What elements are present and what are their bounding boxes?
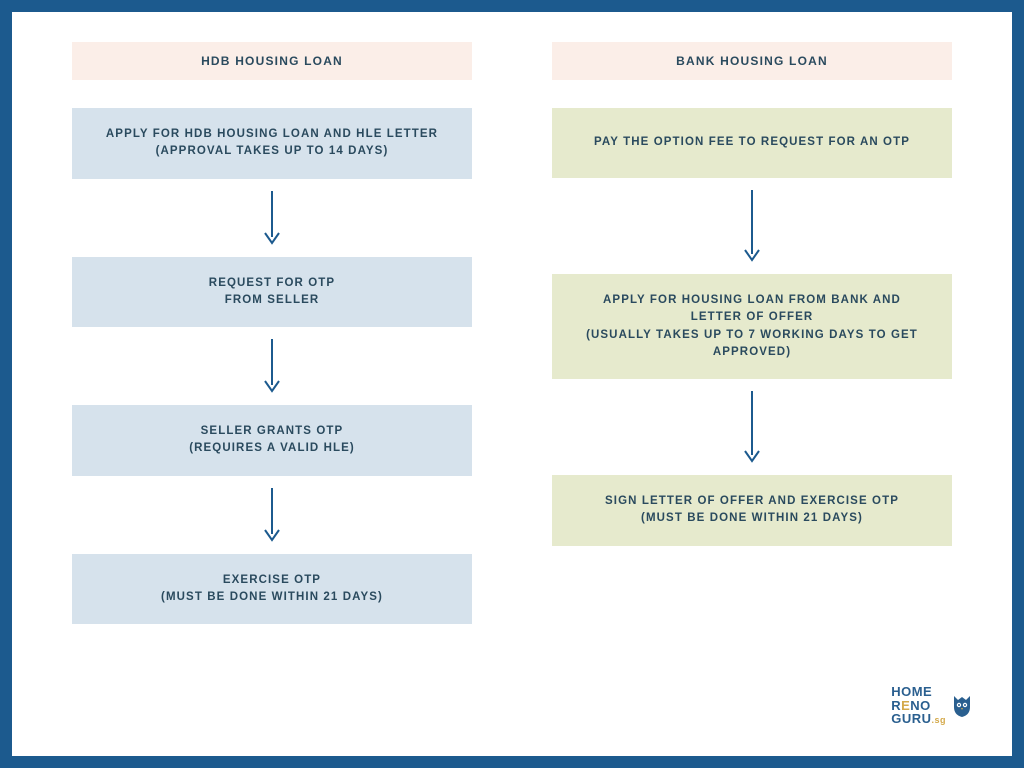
column-header-hdb: HDB HOUSING LOAN — [72, 42, 472, 80]
arrow-down-icon — [742, 391, 762, 463]
hdb-step-1: APPLY FOR HDB HOUSING LOAN AND HLE LETTE… — [72, 108, 472, 179]
bank-step-2: APPLY FOR HOUSING LOAN FROM BANK AND LET… — [552, 274, 952, 379]
owl-icon — [950, 693, 974, 719]
logo-line1: HOME — [891, 685, 946, 699]
brand-logo: HOME RENO GURU.sg — [891, 685, 974, 726]
arrow-down-icon — [262, 191, 282, 245]
flowchart-columns: HDB HOUSING LOAN APPLY FOR HDB HOUSING L… — [72, 42, 952, 726]
logo-line3: GURU.sg — [891, 712, 946, 726]
arrow-down-icon — [262, 339, 282, 393]
diagram-frame: HDB HOUSING LOAN APPLY FOR HDB HOUSING L… — [0, 0, 1024, 768]
arrow-down-icon — [742, 190, 762, 262]
arrow-down-icon — [262, 488, 282, 542]
bank-step-1: PAY THE OPTION FEE TO REQUEST FOR AN OTP — [552, 108, 952, 178]
logo-line2: RENO — [891, 699, 946, 713]
column-header-bank: BANK HOUSING LOAN — [552, 42, 952, 80]
hdb-step-4: EXERCISE OTP(MUST BE DONE WITHIN 21 DAYS… — [72, 554, 472, 625]
hdb-step-3: SELLER GRANTS OTP(REQUIRES A VALID HLE) — [72, 405, 472, 476]
column-bank: BANK HOUSING LOAN PAY THE OPTION FEE TO … — [552, 42, 952, 726]
logo-text: HOME RENO GURU.sg — [891, 685, 946, 726]
hdb-step-2: REQUEST FOR OTPFROM SELLER — [72, 257, 472, 328]
column-hdb: HDB HOUSING LOAN APPLY FOR HDB HOUSING L… — [72, 42, 472, 726]
bank-step-3: SIGN LETTER OF OFFER AND EXERCISE OTP(MU… — [552, 475, 952, 546]
